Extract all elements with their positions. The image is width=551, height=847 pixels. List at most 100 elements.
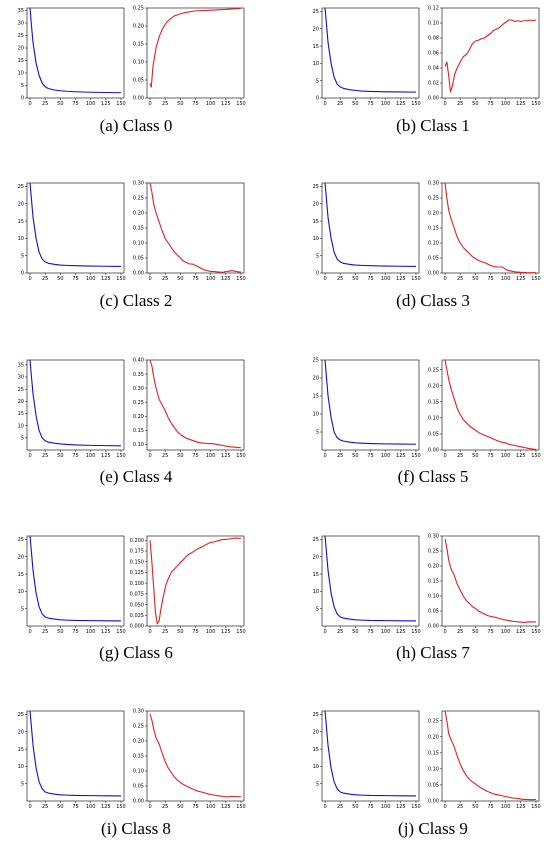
y-tick-label: 0.00 (428, 271, 439, 277)
plot-frame (146, 7, 245, 99)
y-tick-label: 0 (21, 96, 24, 102)
caption-b: (b) Class 1 (396, 116, 470, 135)
y-tick-label: 10 (313, 764, 319, 770)
plot-9-left: 0 25 50 75 100 125 150 5 10 15 20 25 (313, 710, 421, 810)
x-tick-label: 50 (472, 101, 478, 107)
y-tick-label: 0.12 (428, 6, 439, 12)
x-tick-label: 50 (352, 453, 358, 459)
y-tick-label: 5 (316, 78, 319, 84)
y-tick-label: 5 (316, 781, 319, 787)
y-tick-label: 0.25 (133, 6, 144, 12)
plot-frame (146, 535, 245, 627)
x-tick-label: 100 (206, 453, 216, 459)
x-tick-label: 125 (101, 101, 111, 107)
x-tick-label: 0 (148, 804, 151, 810)
y-tick-label: 10 (18, 764, 24, 770)
y-tick-label: 0.04 (428, 66, 439, 72)
y-tick-label: 0.05 (133, 784, 144, 790)
red-series-line (149, 360, 242, 449)
blue-series-line (29, 183, 121, 267)
x-tick-label: 25 (337, 276, 343, 282)
x-tick-label: 75 (192, 453, 198, 459)
y-tick-label: 0.25 (133, 196, 144, 202)
y-tick-label: 0.15 (428, 226, 439, 232)
y-tick-label: 30 (18, 375, 24, 381)
x-tick-label: 125 (516, 629, 526, 635)
plot-frame (441, 710, 540, 802)
y-tick-label: 10 (313, 236, 319, 242)
plot-7-right: 0 25 50 75 100 125 150 0.00 0.05 0.10 0.15 0.20 0.25… (428, 534, 541, 635)
plot-2-right: 0 25 50 75 100 125 150 0.00 0.05 0.10 0.15 0.20 0.25… (133, 181, 246, 282)
x-tick-label: 50 (472, 629, 478, 635)
x-tick-label: 125 (396, 453, 406, 459)
x-tick-label: 50 (57, 804, 63, 810)
y-tick-label: 0.175 (130, 549, 144, 555)
plot-3-right: 0 25 50 75 100 125 150 0.00 0.05 0.10 0.15 0.20 0.25… (428, 181, 541, 282)
x-tick-label: 150 (236, 453, 246, 459)
blue-series-line (29, 711, 121, 797)
x-tick-label: 150 (411, 629, 421, 635)
y-tick-label: 0.05 (133, 78, 144, 84)
y-tick-label: 0.10 (133, 60, 144, 66)
x-tick-label: 50 (352, 276, 358, 282)
plot-4-left: 0 25 50 75 100 125 150 5 10 15 20 25 30 35 (18, 359, 126, 459)
x-tick-label: 125 (516, 453, 526, 459)
x-tick-label: 125 (221, 276, 231, 282)
blue-series-line (324, 536, 416, 622)
y-tick-label: 5 (21, 253, 24, 259)
x-tick-label: 25 (457, 453, 463, 459)
y-tick-label: 0.20 (133, 211, 144, 217)
y-tick-label: 0.00 (428, 624, 439, 630)
y-tick-label: 0.20 (133, 414, 144, 420)
y-tick-label: 0.00 (428, 96, 439, 102)
y-tick-label: 25 (313, 712, 319, 718)
x-tick-label: 50 (352, 629, 358, 635)
y-tick-label: 20 (18, 554, 24, 560)
y-tick-label: 5 (316, 606, 319, 612)
x-tick-label: 100 (501, 101, 511, 107)
x-tick-label: 75 (487, 453, 493, 459)
y-tick-label: 25 (18, 184, 24, 190)
plot-8-left: 0 25 50 75 100 125 150 5 10 15 20 25 (18, 710, 126, 810)
x-tick-label: 150 (116, 804, 126, 810)
x-tick-label: 75 (72, 101, 78, 107)
y-tick-label: 0.30 (428, 534, 439, 540)
x-tick-label: 150 (531, 804, 541, 810)
y-tick-label: 0.10 (133, 241, 144, 247)
x-tick-label: 0 (28, 804, 31, 810)
x-tick-label: 150 (236, 629, 246, 635)
x-tick-label: 75 (367, 453, 373, 459)
x-tick-label: 100 (86, 453, 96, 459)
red-series-line (444, 360, 537, 450)
plot-frame (146, 710, 245, 802)
y-tick-label: 15 (313, 747, 319, 753)
caption-d: (d) Class 3 (396, 291, 470, 310)
y-tick-label: 30 (18, 21, 24, 27)
y-tick-label: 0.20 (428, 564, 439, 570)
x-tick-label: 100 (381, 101, 391, 107)
x-tick-label: 50 (472, 453, 478, 459)
plot-5-right: 0 25 50 75 100 125 150 0.00 0.05 0.10 0.15 0.20 0.25 (428, 359, 541, 459)
red-series-line (444, 183, 536, 273)
y-tick-label: 25 (313, 358, 319, 364)
blue-series-line (324, 711, 416, 797)
plot-0-right: 0 25 50 75 100 125 150 0.00 0.05 0.10 0.15 0.20 0.25 (133, 6, 246, 107)
y-tick-label: 0.15 (428, 399, 439, 405)
x-tick-label: 50 (57, 276, 63, 282)
x-tick-label: 75 (72, 629, 78, 635)
x-tick-label: 0 (443, 276, 446, 282)
y-tick-label: 25 (18, 712, 24, 718)
y-tick-label: 0.10 (428, 767, 439, 773)
y-tick-label: 0.10 (428, 21, 439, 27)
y-tick-label: 0.125 (130, 570, 144, 576)
y-tick-label: 35 (18, 363, 24, 369)
x-tick-label: 50 (177, 804, 183, 810)
y-tick-label: 0.00 (428, 799, 439, 805)
x-tick-label: 100 (86, 629, 96, 635)
plot-5-left: 0 25 50 75 100 125 150 5 10 15 20 25 (313, 358, 421, 459)
x-tick-label: 50 (472, 804, 478, 810)
x-tick-label: 100 (206, 276, 216, 282)
x-tick-label: 50 (57, 629, 63, 635)
y-tick-label: 0.25 (428, 367, 439, 373)
x-tick-label: 100 (381, 629, 391, 635)
